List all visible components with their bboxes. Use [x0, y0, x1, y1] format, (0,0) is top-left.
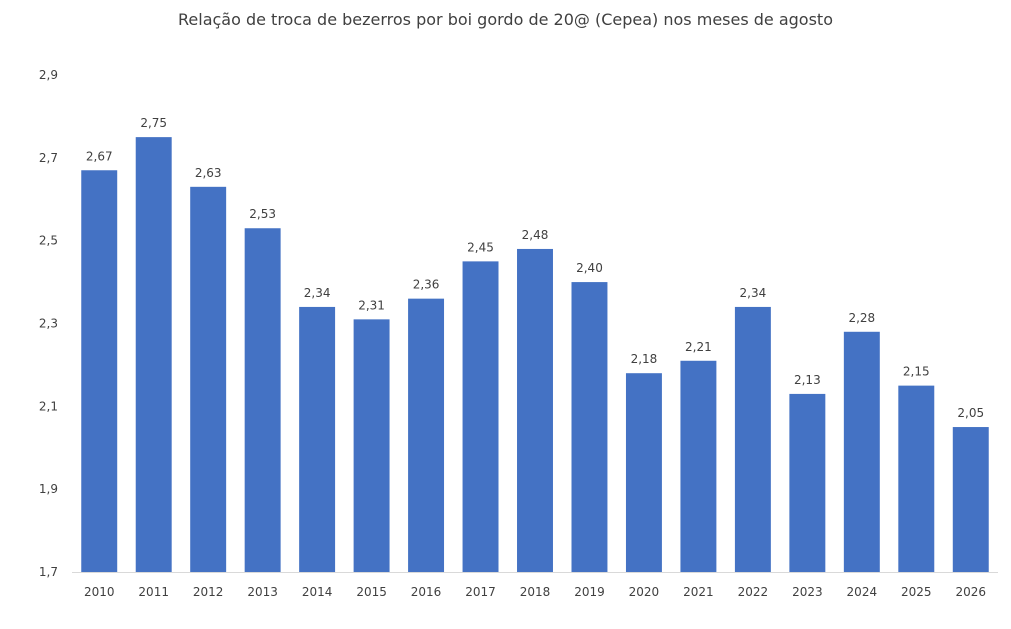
bar-2015 — [353, 319, 390, 572]
data-label-2010: 2,67 — [86, 149, 113, 163]
bar-2020 — [625, 373, 662, 572]
chart-title: Relação de troca de bezerros por boi gor… — [178, 10, 833, 29]
x-tick-label-2014: 2014 — [302, 585, 333, 599]
data-label-2025: 2,15 — [903, 365, 930, 379]
bar-2017 — [462, 261, 499, 572]
y-tick-label: 1,9 — [39, 482, 58, 496]
bar-2022 — [734, 306, 771, 572]
x-tick-label-2023: 2023 — [792, 585, 823, 599]
x-tick-label-2025: 2025 — [901, 585, 932, 599]
bar-2026 — [952, 427, 989, 572]
bar-2013 — [244, 228, 281, 572]
x-tick-label-2021: 2021 — [683, 585, 714, 599]
data-label-2017: 2,45 — [467, 240, 494, 254]
x-tick-label-2017: 2017 — [465, 585, 496, 599]
data-label-2021: 2,21 — [685, 340, 712, 354]
x-tick-label-2022: 2022 — [738, 585, 769, 599]
x-tick-label-2010: 2010 — [84, 585, 115, 599]
x-axis-labels: 2010 2011 2012 2013 2014 2015 2016 2017 2018 2019… — [84, 585, 986, 599]
bar-2024 — [843, 331, 880, 572]
data-label-2020: 2,18 — [631, 352, 658, 366]
x-tick-label-2011: 2011 — [138, 585, 169, 599]
bar-2012 — [190, 186, 227, 572]
bar-2011 — [135, 137, 172, 572]
data-label-2014: 2,34 — [304, 286, 331, 300]
y-tick-label: 2,7 — [39, 151, 58, 165]
data-label-2022: 2,34 — [740, 286, 767, 300]
bar-2021 — [680, 360, 717, 572]
y-tick-label: 2,9 — [39, 68, 58, 82]
x-tick-label-2026: 2026 — [955, 585, 986, 599]
bar-2014 — [299, 306, 336, 572]
y-tick-label: 2,5 — [39, 234, 58, 248]
data-label-2019: 2,40 — [576, 261, 603, 275]
bar-2019 — [571, 282, 608, 572]
data-label-2018: 2,48 — [522, 228, 549, 242]
x-tick-label-2019: 2019 — [574, 585, 605, 599]
x-tick-label-2018: 2018 — [520, 585, 551, 599]
bars-group: 2,67 2,75 2,63 2,53 2,34 2,31 2,36 2,45 2,48 2,40… — [81, 116, 989, 572]
data-label-2026: 2,05 — [957, 406, 984, 420]
x-tick-label-2016: 2016 — [411, 585, 442, 599]
data-label-2012: 2,63 — [195, 166, 222, 180]
bar-2016 — [408, 298, 445, 572]
data-label-2024: 2,28 — [848, 311, 875, 325]
bar-2010 — [81, 170, 118, 572]
bar-2025 — [898, 385, 935, 572]
bar-2023 — [789, 393, 826, 572]
data-label-2011: 2,75 — [140, 116, 167, 130]
bar-2018 — [517, 248, 553, 572]
y-tick-label: 2,3 — [39, 317, 58, 331]
data-label-2013: 2,53 — [249, 207, 276, 221]
data-label-2016: 2,36 — [413, 278, 440, 292]
y-axis-ticks: 1,7 1,9 2,1 2,3 2,5 2,7 2,9 — [39, 68, 58, 579]
x-tick-label-2020: 2020 — [629, 585, 660, 599]
x-tick-label-2015: 2015 — [356, 585, 387, 599]
data-label-2015: 2,31 — [358, 298, 385, 312]
x-tick-label-2024: 2024 — [847, 585, 878, 599]
y-tick-label: 1,7 — [39, 565, 58, 579]
x-tick-label-2012: 2012 — [193, 585, 224, 599]
data-label-2023: 2,13 — [794, 373, 821, 387]
y-tick-label: 2,1 — [39, 399, 58, 413]
x-tick-label-2013: 2013 — [247, 585, 278, 599]
